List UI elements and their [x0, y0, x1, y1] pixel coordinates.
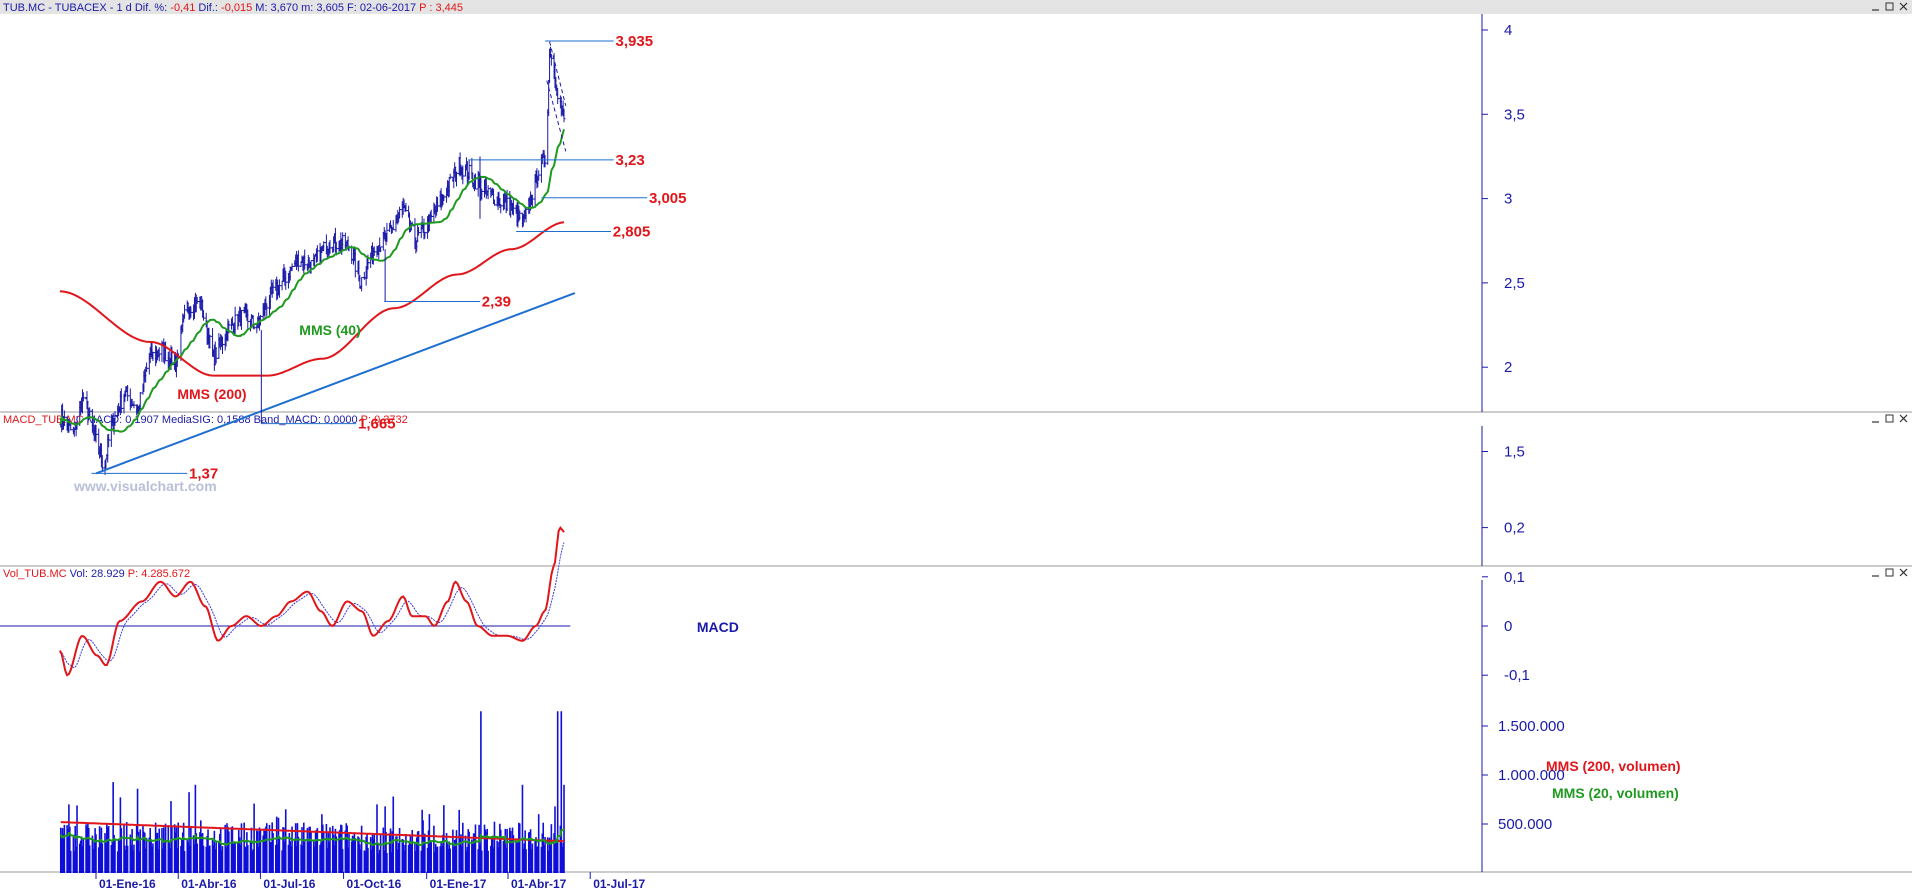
x-tick-label: 01-Abr-16	[181, 877, 237, 891]
macd-panel-header	[0, 412, 1912, 426]
mms200-annotation: MMS (200)	[177, 386, 246, 402]
header-segment: Vol: 28.929	[70, 568, 128, 580]
level-label: 3,23	[616, 152, 645, 169]
icon-stroke	[1899, 414, 1908, 423]
y-tick-label: 0,2	[1504, 520, 1525, 537]
volume-panel-header	[0, 566, 1912, 580]
channel-lower	[546, 80, 567, 152]
macd-signal-line	[59, 542, 565, 669]
macd-title: MACD	[697, 619, 739, 635]
maximize-icon[interactable]	[1885, 414, 1894, 423]
header-segment: TUB.MC - TUBACEX - 1 d Dif. %:	[3, 2, 167, 14]
y-tick-label: 2	[1504, 359, 1512, 376]
x-tick-label: 01-Ene-16	[99, 877, 156, 891]
header-segment: M: 3,670 m: 3,605 F: 02-06-2017	[255, 2, 419, 14]
icon-stroke	[1899, 568, 1908, 577]
x-tick-label: 01-Oct-16	[347, 877, 402, 891]
header-segment: MACD: 0,1907 MediaSIG: 0,1588 Band_MACD:…	[87, 414, 361, 426]
level-label: 1,37	[189, 465, 218, 482]
y-tick-label: 1.500.000	[1498, 718, 1565, 735]
y-tick-label: 1,5	[1504, 444, 1525, 461]
y-tick-label: 0,1	[1504, 569, 1525, 586]
y-tick-label: 1.000.000	[1498, 767, 1565, 784]
maximize-icon[interactable]	[1885, 2, 1894, 11]
x-tick-label: 01-Jul-16	[263, 877, 315, 891]
x-tick-label: 01-Ene-17	[430, 877, 487, 891]
price-panel-header	[0, 0, 1912, 14]
header-segment: -0,41	[167, 2, 198, 14]
close-icon[interactable]	[1899, 568, 1908, 577]
maximize-icon[interactable]	[1885, 568, 1894, 577]
close-icon[interactable]	[1899, 414, 1908, 423]
vol-mms20-annotation: MMS (20, volumen)	[1552, 785, 1679, 801]
x-tick-label: 01-Abr-17	[511, 877, 567, 891]
vol-mms200-annotation: MMS (200, volumen)	[1546, 758, 1681, 774]
y-tick-label: 0	[1504, 618, 1512, 635]
y-tick-label: 3	[1504, 191, 1512, 208]
mms40-annotation: MMS (40)	[299, 322, 360, 338]
panel-header-text: TUB.MC - TUBACEX - 1 d Dif. %: -0,41 Dif…	[3, 2, 463, 14]
header-segment: -0,015	[218, 2, 255, 14]
volume-bars	[59, 711, 565, 873]
y-tick-label: 500.000	[1498, 816, 1552, 833]
price-bars	[59, 46, 566, 475]
trend-line	[95, 292, 576, 475]
close-icon[interactable]	[1899, 2, 1908, 11]
panel-header-text: Vol_TUB.MC Vol: 28.929 P: 4.285.672	[3, 568, 190, 580]
y-tick-label: 4	[1504, 22, 1512, 39]
mms40-line	[59, 129, 565, 433]
icon-stroke	[1885, 414, 1894, 423]
y-tick-label: 3,5	[1504, 106, 1525, 123]
icon-stroke	[1885, 568, 1894, 577]
y-tick-label: 2,5	[1504, 275, 1525, 292]
level-label: 3,005	[649, 190, 687, 207]
x-tick-label: 01-Jul-17	[593, 877, 645, 891]
icon-stroke	[1899, 2, 1908, 11]
level-label: 3,935	[616, 33, 654, 50]
macd-line	[59, 526, 565, 677]
header-segment: Dif.:	[198, 2, 218, 14]
header-segment: Vol_TUB.MC	[3, 568, 70, 580]
level-label: 2,805	[613, 223, 651, 240]
watermark: www.visualchart.com	[73, 478, 217, 494]
panel-header-text: MACD_TUB.MC MACD: 0,1907 MediaSIG: 0,158…	[3, 414, 408, 426]
header-segment: P: 4.285.672	[128, 568, 190, 580]
level-label: 1,665	[358, 416, 396, 433]
level-label: 2,39	[482, 293, 511, 310]
header-segment: P: 0,3732	[361, 414, 408, 426]
y-tick-label: -0,1	[1504, 667, 1530, 684]
header-segment: P : 3,445	[419, 2, 463, 14]
vol-mms20-line	[59, 828, 565, 847]
icon-stroke	[1885, 2, 1894, 11]
mms200-line	[59, 221, 565, 377]
